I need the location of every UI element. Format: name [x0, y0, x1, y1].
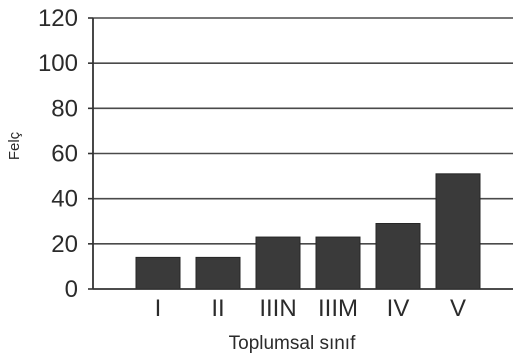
- bar-iiin: [255, 236, 301, 290]
- y-axis-title: Felç: [6, 131, 23, 160]
- x-tick-label-iiim: IIIM: [318, 295, 358, 322]
- x-axis-title: Toplumsal sınıf: [229, 333, 356, 354]
- bar-i: [135, 256, 181, 290]
- bar-iv: [375, 223, 421, 290]
- y-tick-label-80: 80: [51, 95, 78, 122]
- x-tick-label-v: V: [450, 295, 466, 322]
- y-tick-label-60: 60: [51, 141, 78, 168]
- x-tick-label-iiin: IIIN: [259, 295, 296, 322]
- bars: [135, 173, 481, 290]
- y-tick-labels: 0 20 40 60 80 100 120: [38, 5, 93, 303]
- y-tick-label-40: 40: [51, 186, 78, 213]
- y-tick-label-20: 20: [51, 231, 78, 258]
- bar-iiim: [315, 236, 361, 290]
- x-tick-label-iv: IV: [387, 295, 410, 322]
- bar-ii: [195, 256, 241, 290]
- x-tick-label-ii: II: [211, 295, 224, 322]
- y-tick-label-0: 0: [65, 276, 78, 303]
- y-tick-label-120: 120: [38, 5, 78, 32]
- bar-v: [435, 173, 481, 290]
- x-tick-labels: I II IIIN IIIM IV V: [155, 295, 466, 322]
- y-tick-label-100: 100: [38, 50, 78, 77]
- x-tick-label-i: I: [155, 295, 162, 322]
